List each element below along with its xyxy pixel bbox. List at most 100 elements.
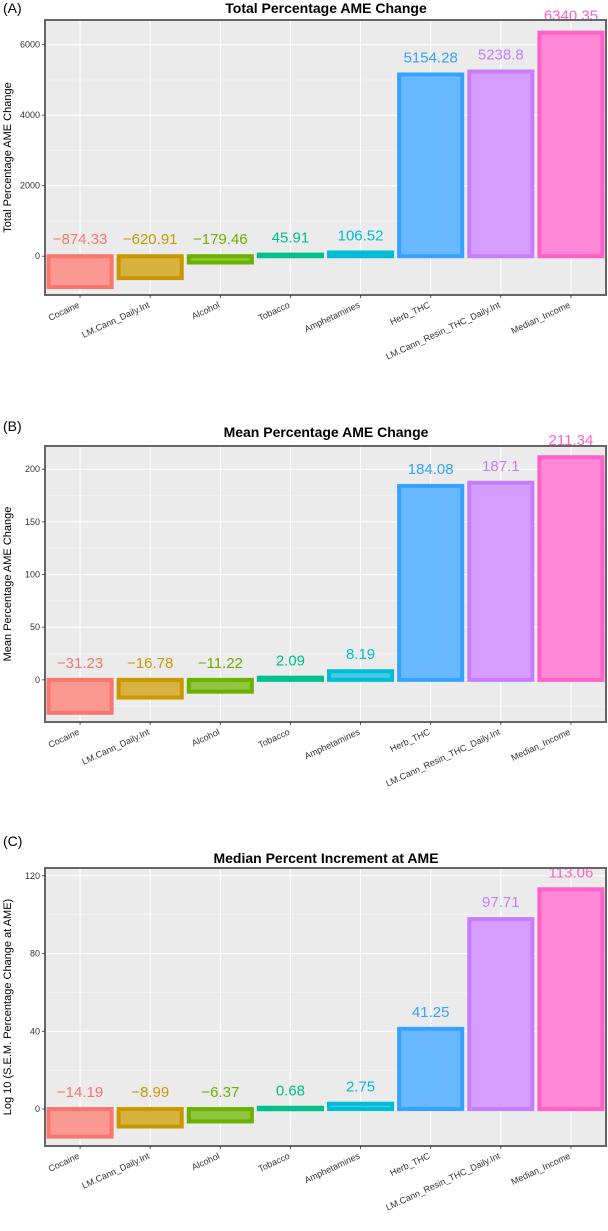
bar [467,69,535,259]
bar [256,675,324,682]
bar [397,72,465,259]
bar [256,252,324,259]
value-label: −620.91 [123,231,178,248]
value-label: 187.1 [482,458,520,475]
y-tick-label: 0 [35,675,40,685]
bar [186,677,254,694]
bar [46,254,114,290]
y-tick-label: 2000 [20,181,40,191]
x-tick-label: Cocaine [47,1151,81,1174]
x-tick-label: Amphetamines [303,727,362,762]
value-label: 2.09 [276,653,305,670]
bar [186,1107,254,1124]
value-label: 0.68 [276,1083,305,1100]
x-tick-label: Amphetamines [303,300,362,335]
y-tick-label: 100 [25,570,40,580]
x-tick-label: LM.Cann_Resin_THC_Daily.Int [384,1151,502,1213]
x-tick-label: Median_Income [510,727,572,763]
bar [256,1105,324,1112]
value-label: −11.22 [198,655,243,672]
y-tick-label: 200 [25,464,40,474]
value-label: 211.34 [549,432,594,449]
value-label: −874.33 [53,231,108,248]
panel-b: (B) Mean Percentage AME Change −31.23 −16… [0,418,608,828]
x-tick-label: Herb_THC [388,300,432,327]
x-tick-label: LM.Cann_Resin_THC_Daily.Int [384,300,502,362]
value-label: −6.37 [201,1084,239,1101]
x-tick-label: Median_Income [510,1151,572,1187]
bar [327,250,395,259]
y-tick-label: 120 [25,871,40,881]
value-label: −16.78 [127,655,173,672]
x-tick-label: Alcohol [190,1151,221,1173]
y-tick-label: 80 [30,949,40,959]
value-label: 45.91 [272,230,310,247]
bar [467,917,535,1112]
bar [116,677,184,700]
x-tick-label: Tobacco [257,727,292,750]
value-label: −31.23 [57,655,103,672]
bar [397,483,465,682]
x-tick-label: Tobacco [257,1151,292,1174]
value-label: −14.19 [57,1084,103,1101]
value-label: 106.52 [338,227,384,244]
plot-border [44,19,607,296]
panel-a: (A) Total Percentage AME Change −874.33−… [0,0,608,410]
bar [186,254,254,265]
x-tick-label: Cocaine [47,727,81,750]
chart-c-svg: −14.19 −8.99 −6.37 0.68 2.75 41.25 97.71 113.06… [2,864,607,1213]
y-tick-label: 4000 [20,110,40,120]
chart-title: Total Percentage AME Change [225,0,427,16]
value-label: 5238.8 [478,47,524,64]
y-tick-label: 0 [35,251,40,261]
x-tick-label: Alcohol [190,727,221,749]
y-tick-label: 0 [35,1104,40,1114]
value-label: 97.71 [482,894,520,911]
chart-a-svg: −874.33 −620.91 −179.46 45.91 106.52 5154.28 5… [2,8,607,362]
bar [397,1026,465,1112]
x-tick-label: LM.Cann_Daily.Int [80,1151,151,1191]
panel-letter: (A) [3,0,22,16]
panel-letter: (C) [3,833,23,849]
bar [327,669,395,682]
x-tick-label: Median_Income [510,300,572,336]
value-label: 184.08 [408,461,454,478]
x-tick-label: Herb_THC [388,1151,432,1178]
plot-border [44,867,607,1147]
value-label: 5154.28 [404,49,458,66]
value-label: −8.99 [131,1084,169,1101]
y-axis-title: Mean Percentage AME Change [2,507,14,662]
x-tick-label: Cocaine [47,300,81,323]
x-tick-label: Herb_THC [388,727,432,754]
x-tick-label: LM.Cann_Daily.Int [80,300,151,340]
chart-title: Mean Percentage AME Change [223,424,429,440]
bar [537,887,605,1112]
x-tick-label: LM.Cann_Daily.Int [80,727,151,767]
y-tick-label: 6000 [20,40,40,50]
bar [467,480,535,682]
value-label: 6340.35 [544,8,598,25]
y-tick-label: 40 [30,1026,40,1036]
value-label: 41.25 [412,1004,450,1021]
value-label: 113.06 [549,864,594,881]
bar [537,455,605,682]
bar [46,1107,114,1139]
bar [327,1101,395,1112]
chart-b-svg: −31.23 −16.78 −11.22 2.09 8.19 184.08 187.1 211… [2,432,607,789]
value-label: 8.19 [346,646,375,663]
panel-c: (C) Median Percent Increment at AME −14.… [0,833,608,1231]
y-axis-title: Log 10 (S.E.M. Percentage Change at AME) [2,899,14,1115]
bar [537,30,605,259]
x-tick-label: Amphetamines [303,1151,362,1186]
y-axis-title: Total Percentage AME Change [2,82,14,232]
value-label: −179.46 [193,231,248,248]
chart-title: Median Percent Increment at AME [213,850,439,866]
y-tick-label: 150 [25,517,40,527]
value-label: 2.75 [346,1079,375,1096]
x-tick-label: Alcohol [190,300,221,322]
bar [46,677,114,715]
y-tick-label: 50 [30,622,40,632]
panel-letter: (B) [3,418,22,434]
x-tick-label: Tobacco [257,300,292,323]
bar [116,254,184,281]
